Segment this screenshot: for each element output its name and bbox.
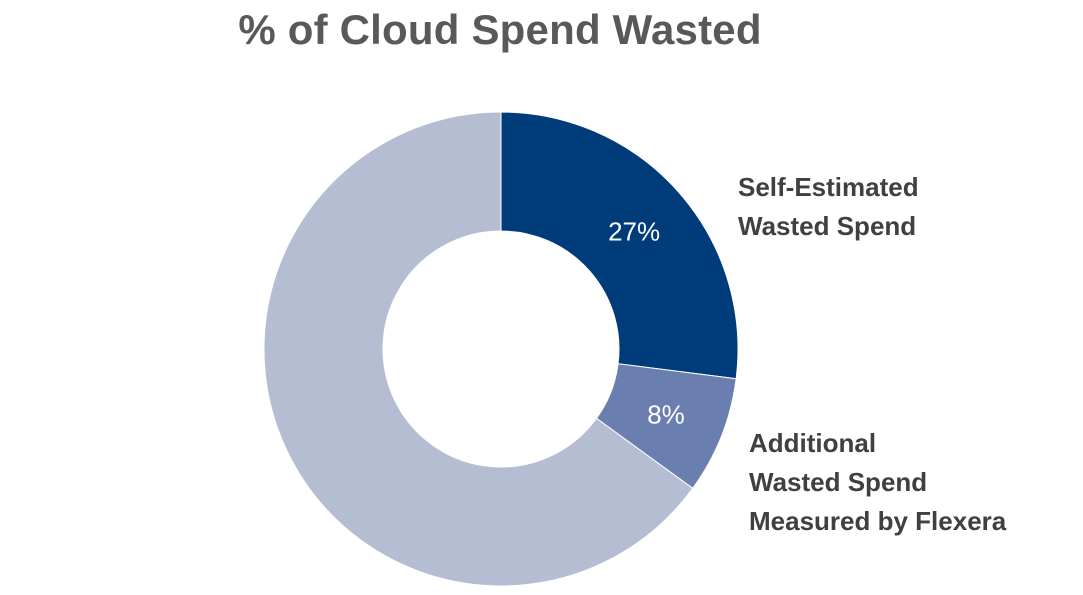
legend-label-self-estimated: Self-Estimated Wasted Spend xyxy=(738,168,919,246)
legend-line: Wasted Spend xyxy=(738,211,917,241)
chart-title: % of Cloud Spend Wasted xyxy=(238,6,762,53)
donut-slice-2 xyxy=(263,111,694,587)
donut-slice-0 xyxy=(500,111,739,380)
legend-line: Additional xyxy=(749,428,877,458)
slice-value-label-1: 8% xyxy=(647,399,685,429)
legend-line: Self-Estimated xyxy=(738,172,919,202)
slice-value-label-0: 27% xyxy=(608,217,660,247)
legend-label-additional-measured: Additional Wasted Spend Measured by Flex… xyxy=(749,424,1006,541)
legend-line: Wasted Spend xyxy=(749,467,928,497)
legend-line: Measured by Flexera xyxy=(749,506,1007,536)
